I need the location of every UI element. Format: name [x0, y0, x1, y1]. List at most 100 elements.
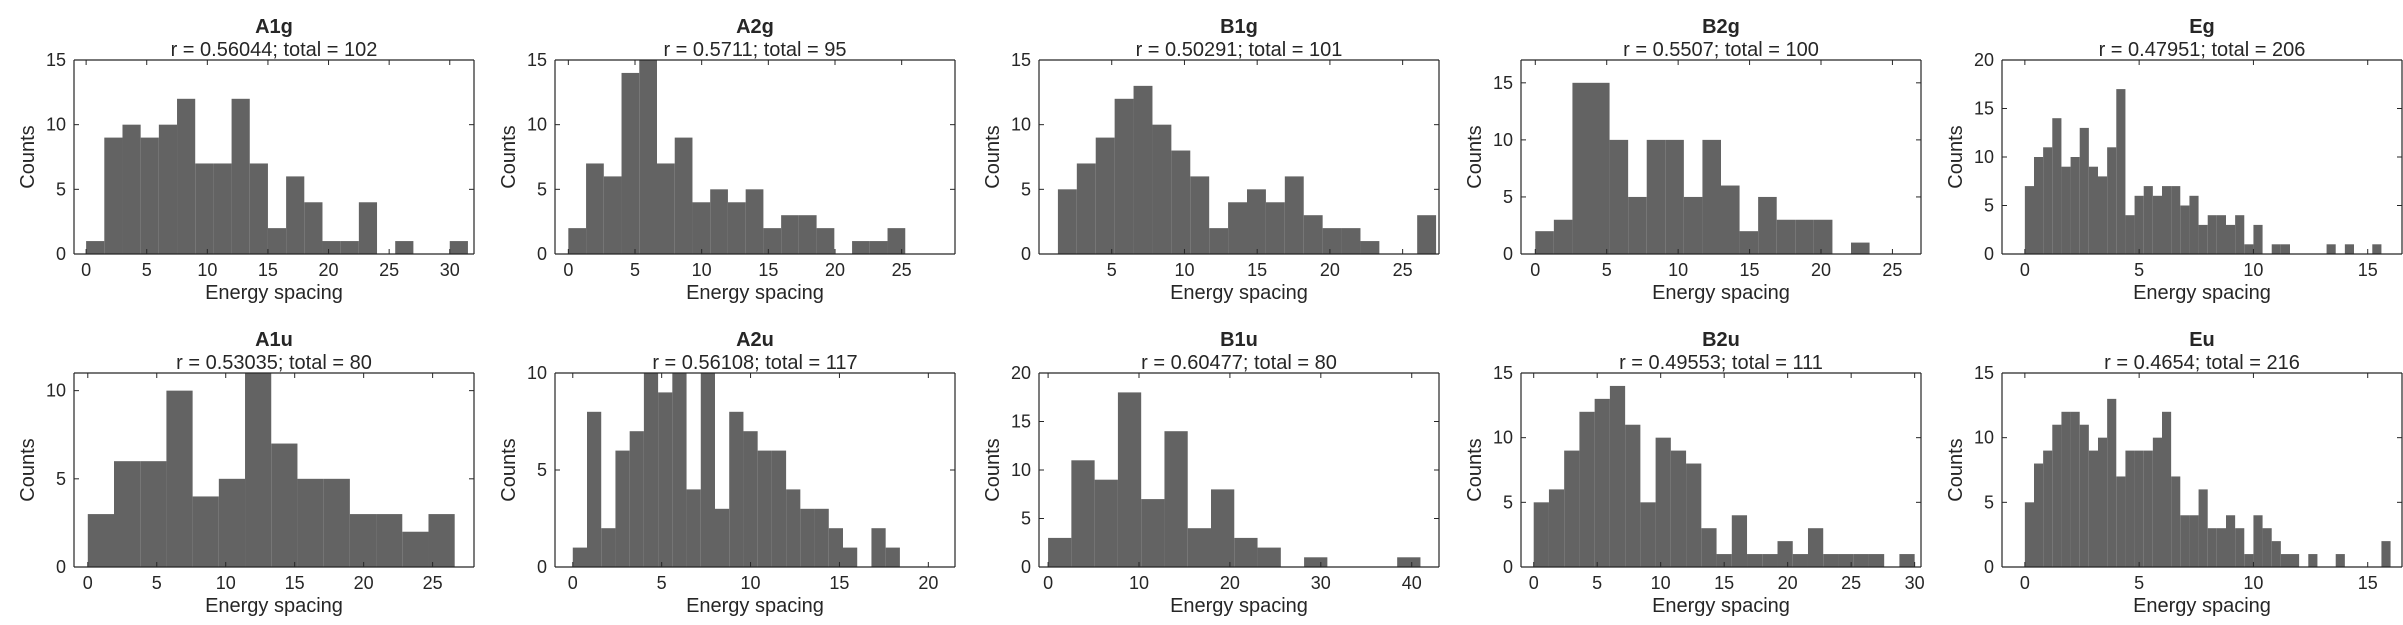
histogram-bar	[692, 202, 711, 254]
y-tick-label: 5	[1984, 196, 1994, 216]
y-axis-label: Counts	[1945, 438, 1967, 501]
y-tick-label: 0	[537, 244, 547, 264]
histogram-bar	[1731, 515, 1748, 567]
histogram-bar	[2134, 450, 2144, 567]
histogram-bar	[1628, 196, 1647, 254]
histogram-bar	[140, 137, 159, 254]
y-tick-label: 10	[46, 381, 66, 401]
histogram-bar	[2326, 244, 2336, 254]
y-tick-label: 20	[1974, 50, 1994, 70]
histogram-bar	[1133, 85, 1153, 255]
histogram-bar	[2198, 489, 2208, 567]
histogram-bar	[885, 547, 900, 567]
histogram-bar	[2116, 476, 2126, 567]
x-tick-label: 25	[423, 573, 443, 593]
histogram-bar	[1417, 215, 1437, 254]
histogram-bar	[2189, 195, 2199, 254]
x-tick-label: 10	[1651, 573, 1671, 593]
histogram-bar	[2244, 244, 2254, 254]
y-tick-label: 10	[1011, 115, 1031, 135]
histogram-bar	[603, 176, 622, 254]
histogram-bar	[1209, 228, 1229, 254]
histogram-bar	[2043, 147, 2053, 254]
histogram-bar	[2052, 424, 2062, 567]
histogram-bar	[2381, 541, 2391, 567]
histogram-bar	[763, 228, 782, 254]
panel-subtitle: r = 0.5711; total = 95	[663, 39, 846, 61]
histogram-bar	[1795, 219, 1814, 254]
y-tick-label: 15	[1493, 363, 1513, 383]
histogram-bar	[2061, 411, 2071, 567]
histogram-bar	[2171, 476, 2181, 567]
panel-subtitle: r = 0.49553; total = 111	[1619, 352, 1823, 374]
histogram-bar	[2162, 411, 2172, 567]
x-tick-label: 20	[1778, 573, 1798, 593]
histogram-bar	[1851, 242, 1870, 254]
histogram-bar	[340, 241, 359, 254]
x-tick-label: 15	[2358, 260, 2378, 280]
y-axis-label: Counts	[982, 438, 1004, 501]
histogram-bar	[213, 163, 232, 254]
histogram-bar	[798, 215, 817, 254]
y-tick-label: 5	[1503, 492, 1513, 512]
x-tick-label: 15	[1714, 573, 1734, 593]
histogram-bar	[643, 373, 659, 567]
histogram-bar	[323, 478, 350, 567]
histogram-bar	[297, 478, 324, 567]
histogram-bar	[271, 443, 298, 567]
panel-subtitle: r = 0.53035; total = 80	[176, 352, 372, 374]
histogram-bar	[1813, 219, 1833, 254]
histogram-bar	[349, 514, 377, 567]
histogram-bar	[122, 124, 141, 254]
x-tick-label: 5	[657, 573, 667, 593]
y-tick-label: 10	[1011, 460, 1031, 480]
x-tick-label: 10	[2243, 573, 2263, 593]
histogram-bar	[1397, 557, 1421, 567]
y-tick-label: 0	[537, 557, 547, 577]
histogram-bar	[192, 496, 219, 567]
y-tick-label: 10	[1493, 428, 1513, 448]
panel-title: B2g	[1702, 16, 1740, 38]
histogram-bar	[1234, 537, 1258, 567]
histogram-bar	[1868, 554, 1885, 567]
histogram-bar	[86, 241, 105, 254]
histogram-bar	[1247, 189, 1266, 254]
histogram-bar	[2235, 215, 2245, 254]
y-axis-label: Counts	[1945, 125, 1967, 188]
x-tick-label: 0	[1043, 573, 1053, 593]
histogram-bars	[1048, 392, 1421, 567]
histogram-bar	[781, 215, 799, 254]
histogram-bar	[869, 241, 888, 254]
histogram-bar	[2162, 186, 2172, 254]
histogram-bar	[1360, 241, 1380, 254]
histogram-bar	[1747, 554, 1763, 567]
histogram-bar	[1171, 150, 1191, 254]
y-tick-label: 10	[527, 363, 547, 383]
x-axis-label: Energy spacing	[205, 595, 343, 617]
histogram-bar	[2171, 186, 2181, 254]
y-tick-label: 15	[1011, 50, 1031, 70]
histogram-bar	[195, 163, 214, 254]
histogram-bar	[395, 241, 414, 254]
histogram-bar	[1792, 554, 1808, 567]
histogram-bar	[2180, 205, 2190, 254]
y-tick-label: 0	[56, 244, 66, 264]
x-tick-label: 5	[1592, 573, 1602, 593]
histogram-bar	[2152, 195, 2162, 254]
x-tick-label: 0	[563, 260, 573, 280]
histogram-bar	[2198, 224, 2208, 254]
panel-title: B1u	[1220, 329, 1258, 351]
x-tick-label: 25	[1841, 573, 1861, 593]
histogram-bar	[2344, 244, 2354, 254]
x-tick-label: 5	[1107, 260, 1117, 280]
histogram-bar	[2034, 157, 2044, 254]
histogram-bar	[700, 373, 715, 567]
histogram-bar	[887, 228, 906, 254]
histogram-bar	[2226, 515, 2236, 567]
histogram-bar	[568, 228, 587, 254]
histogram-bar	[140, 461, 167, 567]
histogram-bar	[601, 528, 616, 567]
